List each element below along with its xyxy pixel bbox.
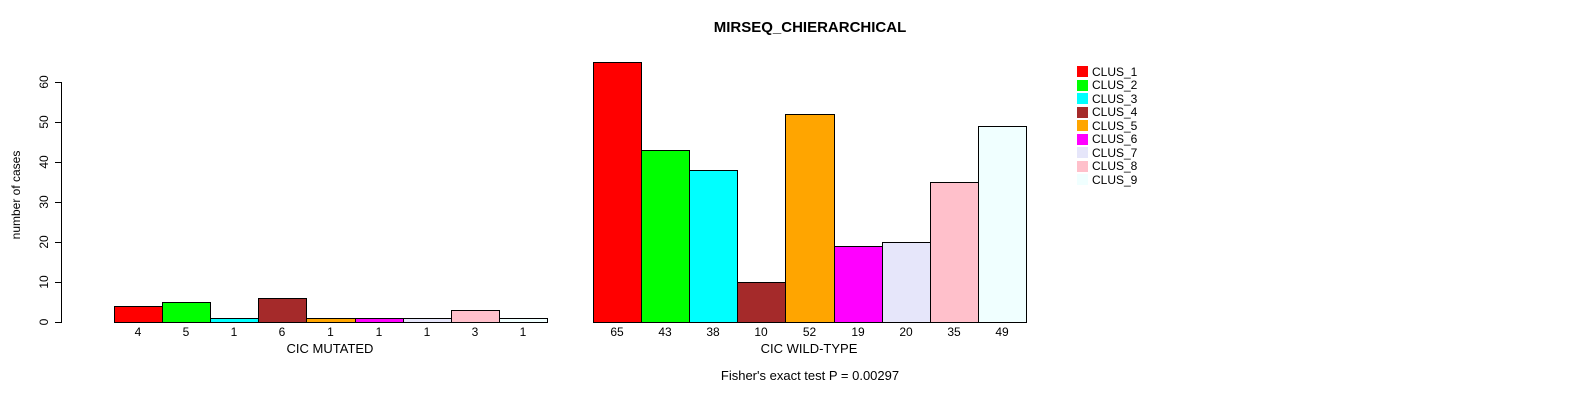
bar-mutated-clus_8 (451, 310, 500, 323)
legend-label-clus_9: CLUS_9 (1092, 172, 1138, 187)
bar-value-label: 1 (327, 325, 334, 339)
bar-mutated-clus_7 (403, 318, 452, 323)
legend-swatch-clus_7 (1077, 147, 1088, 158)
y-axis-tick (55, 82, 61, 83)
bar-wildtype-clus_1 (593, 62, 642, 323)
legend-swatch-clus_4 (1077, 106, 1088, 118)
legend-label-clus_4: CLUS_4 (1092, 105, 1138, 119)
bar-value-label: 52 (802, 325, 817, 339)
bar-value-label: 20 (899, 325, 913, 339)
legend-swatch-clus_2 (1077, 79, 1088, 91)
bar-mutated-clus_1 (114, 306, 163, 323)
y-axis-tick (55, 162, 61, 163)
bar-value-label: 1 (375, 325, 383, 339)
bar-value-label: 10 (754, 325, 768, 339)
bar-mutated-clus_3 (210, 318, 259, 323)
legend-label-clus_6: CLUS_6 (1092, 132, 1138, 146)
y-axis-tick-label: 0 (37, 318, 51, 326)
bar-wildtype-clus_4 (737, 282, 786, 323)
y-axis-tick-label: 40 (37, 155, 51, 169)
y-axis-line (61, 82, 62, 323)
bar-wildtype-clus_6 (834, 246, 883, 323)
y-axis-tick-label: 20 (37, 235, 51, 249)
chart-title: MIRSEQ_CHIERARCHICAL (713, 19, 907, 36)
legend-label-clus_3: CLUS_3 (1092, 91, 1138, 106)
bar-wildtype-clus_2 (641, 150, 690, 323)
legend-swatch-clus_9 (1077, 174, 1088, 185)
bar-value-label: 1 (230, 325, 238, 339)
legend-swatch-clus_1 (1077, 66, 1088, 77)
fisher-test-annotation: Fisher's exact test P = 0.00297 (720, 368, 900, 383)
legend-swatch-clus_5 (1077, 120, 1088, 131)
y-axis-tick-label: 30 (37, 195, 51, 209)
bar-value-label: 1 (423, 325, 431, 339)
y-axis-tick-label: 50 (37, 115, 51, 129)
bar-wildtype-clus_9 (978, 126, 1027, 323)
y-axis-tick-label: 10 (37, 275, 51, 289)
y-axis-tick (55, 202, 61, 203)
x-axis-group-label-wildtype: CIC WILD-TYPE (760, 341, 858, 356)
bar-value-label: 35 (947, 325, 961, 339)
bar-value-label: 4 (134, 325, 142, 339)
legend-label-clus_5: CLUS_5 (1092, 118, 1138, 133)
bar-value-label: 38 (706, 325, 720, 339)
bar-value-label: 49 (995, 325, 1009, 339)
legend-swatch-clus_6 (1077, 133, 1088, 145)
bar-value-label: 5 (182, 325, 190, 339)
legend-swatch-clus_8 (1077, 160, 1088, 172)
y-axis-tick-label: 60 (37, 75, 51, 89)
bar-wildtype-clus_7 (882, 242, 931, 323)
bar-value-label: 19 (851, 325, 865, 339)
legend-label-clus_7: CLUS_7 (1092, 145, 1138, 160)
y-axis-tick (55, 122, 61, 123)
y-axis-tick (55, 282, 61, 283)
bar-mutated-clus_2 (162, 302, 211, 323)
legend-label-clus_2: CLUS_2 (1092, 78, 1138, 92)
bar-value-label: 43 (658, 325, 672, 339)
bar-value-label: 6 (278, 325, 286, 339)
legend-label-clus_1: CLUS_1 (1092, 64, 1138, 79)
bar-mutated-clus_6 (355, 318, 404, 323)
bar-wildtype-clus_3 (689, 170, 738, 323)
bar-mutated-clus_9 (499, 318, 548, 323)
x-axis-group-label-mutated: CIC MUTATED (286, 341, 374, 356)
bar-wildtype-clus_5 (785, 114, 835, 323)
bar-value-label: 3 (471, 325, 479, 339)
legend-label-clus_8: CLUS_8 (1092, 159, 1138, 173)
bar-wildtype-clus_8 (930, 182, 979, 323)
bar-value-label: 1 (519, 325, 527, 339)
bar-mutated-clus_4 (258, 298, 307, 323)
bar-mutated-clus_5 (306, 318, 356, 323)
bar-value-label: 65 (610, 325, 624, 339)
y-axis-tick (55, 322, 61, 323)
y-axis-label: number of cases (9, 150, 23, 240)
legend-swatch-clus_3 (1077, 93, 1088, 104)
y-axis-tick (55, 242, 61, 243)
